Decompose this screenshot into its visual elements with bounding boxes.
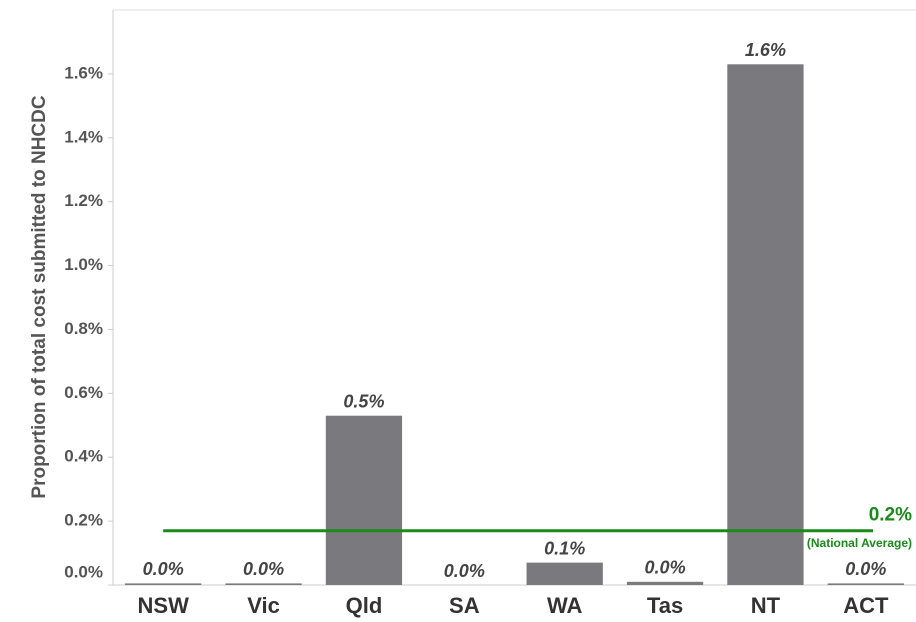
bar (225, 583, 302, 585)
value-label: 0.0% (645, 558, 686, 578)
value-label: 0.1% (544, 538, 585, 558)
value-label: 0.0% (243, 559, 284, 579)
x-tick-label: NSW (138, 593, 190, 618)
value-label: 0.0% (444, 561, 485, 581)
value-label: 1.6% (745, 40, 786, 60)
bar (827, 583, 904, 585)
x-tick-label: WA (547, 593, 583, 618)
x-tick-label: Vic (247, 593, 280, 618)
bar (325, 415, 403, 585)
y-tick-label: 0.4% (64, 447, 103, 466)
reference-label: 0.2% (869, 505, 912, 526)
reference-sublabel: (National Average) (807, 536, 912, 550)
y-tick-label: 0.6% (64, 383, 103, 402)
value-label: 0.0% (845, 559, 886, 579)
y-tick-label: 1.6% (64, 63, 103, 82)
value-label: 0.0% (143, 559, 184, 579)
x-tick-label: ACT (843, 593, 889, 618)
x-tick-label: Tas (647, 593, 683, 618)
y-tick-label: 0.2% (64, 511, 103, 530)
x-tick-label: Qld (346, 593, 383, 618)
x-tick-label: SA (449, 593, 480, 618)
value-label: 0.5% (343, 391, 384, 411)
bar (626, 581, 704, 585)
y-tick-label: 1.4% (64, 127, 103, 146)
y-tick-label: 0.8% (64, 319, 103, 338)
y-axis-label: Proportion of total cost submitted to NH… (29, 95, 50, 498)
y-tick-label: 0.0% (64, 562, 103, 581)
x-tick-label: NT (751, 593, 781, 618)
y-tick-label: 1.0% (64, 255, 103, 274)
bar (727, 64, 804, 586)
bar (125, 583, 202, 585)
bar (526, 562, 603, 585)
y-tick-label: 1.2% (64, 191, 103, 210)
